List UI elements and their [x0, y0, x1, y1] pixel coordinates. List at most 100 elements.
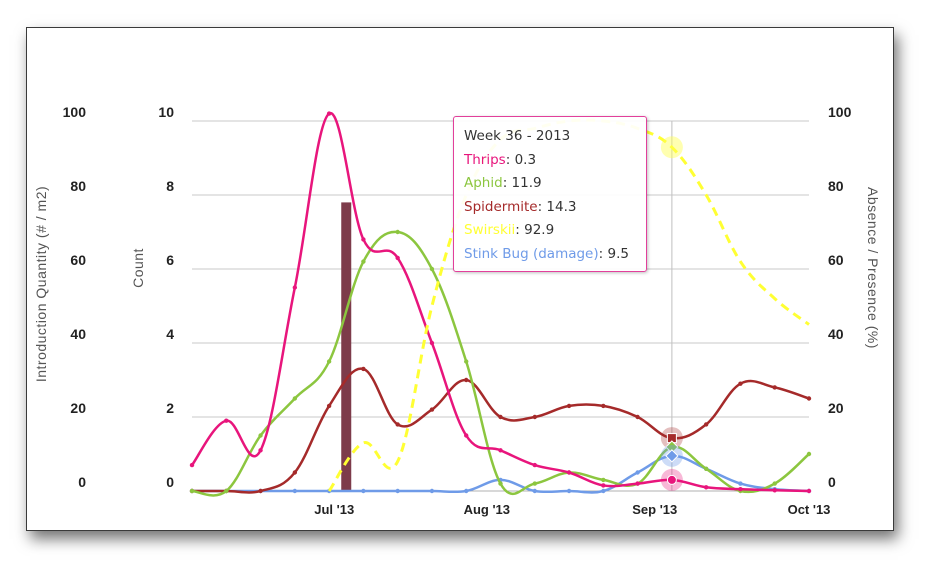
series-stink-bug-damage-point	[361, 488, 366, 494]
x-tick: Oct '13	[788, 502, 831, 517]
tooltip-series-value: 9.5	[607, 245, 629, 262]
series-thrips-hover-marker	[666, 474, 677, 485]
series-spidermite-point	[703, 422, 709, 427]
y-tick-count: 8	[166, 178, 174, 194]
series-thrips-point	[498, 448, 503, 453]
tooltip-row: Swirskii: 92.9	[464, 219, 636, 243]
y-tick-introduction: 80	[70, 178, 86, 194]
series-thrips-point	[326, 111, 332, 116]
series-stink-bug-damage-point	[429, 488, 435, 494]
y-tick-count: 2	[166, 400, 174, 416]
series-aphid-point	[361, 259, 366, 264]
series-lines	[189, 111, 812, 497]
tooltip-series-value: 0.3	[514, 151, 537, 168]
series-spidermite-point	[806, 396, 812, 401]
series-aphid-point	[464, 359, 469, 364]
series-aphid-point	[395, 229, 400, 235]
series-thrips-line	[190, 112, 810, 493]
tooltip-series-value: 92.9	[524, 222, 555, 238]
series-stink-bug-damage-point	[464, 488, 469, 494]
series-thrips-point	[738, 486, 743, 492]
series-spidermite-point	[292, 470, 298, 475]
series-stink-bug-damage-point	[566, 488, 572, 494]
x-tick: Aug '13	[464, 502, 510, 517]
tick-labels: 0 0 0 20 2 20 40 4 40 60 6 60 80 8 80 100 10 100 Jul '13 Au…	[63, 104, 852, 517]
y-tick-introduction: 40	[70, 326, 86, 342]
tooltip-series-value: 14.3	[546, 198, 577, 215]
series-stink-bug-damage-point	[532, 488, 537, 494]
series-thrips-point	[464, 433, 469, 438]
series-thrips-point	[566, 470, 572, 475]
series-spidermite-point	[635, 414, 640, 420]
series-thrips-point	[601, 483, 606, 488]
y-tick-introduction: 100	[63, 104, 87, 120]
series-stink-bug-damage-point	[601, 488, 606, 494]
series-stink-bug-damage-point	[635, 470, 640, 475]
series-spidermite-point	[566, 403, 572, 409]
series-swirskii-hover-halo	[660, 136, 683, 159]
series-stink-bug-damage-point	[738, 481, 743, 486]
series-aphid-point	[292, 396, 298, 401]
tooltip: Week 36 - 2013 Thrips: 0.3 Aphid: 11.9 Spi…	[453, 116, 647, 272]
series-aphid-point	[601, 477, 606, 483]
tooltip-separator: :	[502, 175, 512, 191]
series-aphid-point	[224, 488, 229, 494]
y-tick-presence: 0	[828, 474, 836, 490]
tooltip-separator: :	[537, 198, 547, 215]
y-tick-count: 0	[166, 474, 174, 490]
series-spidermite-point	[395, 422, 400, 427]
y-tick-introduction: 20	[70, 400, 86, 416]
tooltip-series-label: Stink Bug (damage)	[464, 245, 599, 262]
y-tick-presence: 100	[828, 104, 852, 120]
series-spidermite-point	[532, 414, 537, 420]
y-tick-presence: 40	[828, 326, 844, 342]
series-spidermite-point	[429, 407, 435, 412]
series-thrips-point	[395, 255, 400, 261]
chart-frame	[26, 27, 894, 531]
series-thrips-point	[189, 462, 195, 468]
y-tick-presence: 60	[828, 252, 844, 268]
series-spidermite-point	[738, 381, 743, 386]
y-tick-count: 4	[166, 326, 174, 342]
tooltip-series-label: Swirskii	[464, 222, 516, 238]
series-aphid-point	[429, 266, 435, 272]
tooltip-row: Spidermite: 14.3	[464, 196, 636, 220]
series-spidermite-point	[326, 403, 332, 409]
tooltip-row: Aphid: 11.9	[464, 172, 636, 196]
series-spidermite-point	[361, 366, 366, 372]
series-thrips-point	[224, 418, 229, 423]
series-stink-bug-damage-hover-marker	[665, 449, 679, 463]
series-stink-bug-damage-point	[395, 488, 400, 494]
tooltip-series-label: Thrips	[464, 151, 506, 168]
series-aphid-point	[326, 359, 332, 364]
tooltip-series-value: 11.9	[511, 175, 542, 191]
series-stink-bug-damage-line	[191, 454, 810, 494]
x-tick: Jul '13	[314, 502, 354, 517]
series-thrips-point	[292, 285, 298, 290]
series-spidermite-point	[498, 414, 503, 420]
series-spidermite-point	[772, 385, 777, 390]
introduction-bar	[341, 202, 352, 491]
y-axis-title-presence: Absence / Presence (%)	[865, 187, 881, 349]
series-stink-bug-damage-point	[292, 488, 298, 494]
series-thrips-point	[361, 237, 366, 242]
series-spidermite-point	[258, 488, 263, 494]
series-aphid-point	[703, 466, 709, 471]
y-tick-presence: 80	[828, 178, 844, 194]
tooltip-series-label: Spidermite	[464, 198, 538, 215]
series-aphid-point	[258, 433, 263, 438]
series-aphid-point	[498, 481, 503, 486]
tooltip-separator: :	[505, 151, 515, 168]
tooltip-separator: :	[598, 245, 608, 262]
tooltip-row: Stink Bug (damage): 9.5	[464, 243, 636, 267]
series-thrips-point	[635, 481, 640, 486]
series-thrips-point	[806, 488, 812, 494]
series-thrips-point	[429, 340, 435, 346]
tooltip-row: Thrips: 0.3	[464, 149, 636, 173]
series-thrips-point	[532, 462, 537, 468]
tooltip-separator: :	[515, 222, 525, 238]
series-aphid-point	[806, 451, 812, 457]
y-axis-title-introduction: Introduction Quantity (# / m2)	[33, 186, 49, 382]
tooltip-series-label: Aphid	[464, 175, 503, 191]
